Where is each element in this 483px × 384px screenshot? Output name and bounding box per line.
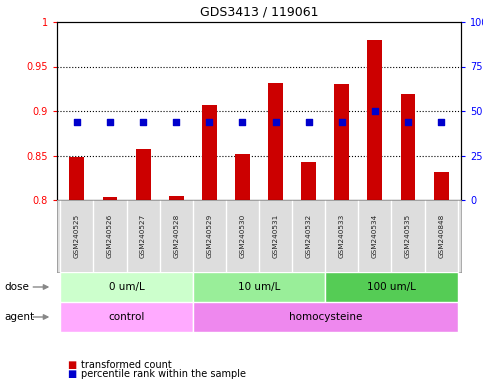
Point (106, 119, 114, 125)
Bar (235, 154, 250, 200)
Text: GSM240525: GSM240525 (74, 214, 80, 258)
Point (272, 119, 280, 125)
Text: GSM240526: GSM240526 (107, 214, 113, 258)
Bar (102, 197, 117, 200)
Point (305, 119, 313, 125)
Bar (325, 272, 458, 302)
Text: 10 um/L: 10 um/L (238, 282, 280, 292)
Text: GSM240531: GSM240531 (272, 214, 279, 258)
Text: dose: dose (5, 282, 30, 292)
Text: GSM240527: GSM240527 (140, 214, 146, 258)
Text: GSM240532: GSM240532 (306, 214, 312, 258)
Bar (400, 94, 415, 200)
Text: GSM240529: GSM240529 (206, 214, 213, 258)
Point (338, 119, 346, 125)
Point (205, 119, 213, 125)
Bar (70, 157, 85, 200)
Bar (301, 162, 316, 200)
Text: control: control (108, 312, 145, 322)
Text: transformed count: transformed count (81, 359, 172, 369)
Bar (60, 272, 193, 302)
Text: homocysteine: homocysteine (288, 312, 362, 322)
Text: 100 um/L: 100 um/L (367, 282, 416, 292)
Text: GSM240528: GSM240528 (173, 214, 179, 258)
Bar (193, 272, 325, 302)
Point (73, 119, 81, 125)
Bar (334, 84, 349, 200)
Point (139, 119, 147, 125)
Point (437, 119, 445, 125)
Bar (368, 40, 383, 200)
Text: GSM240848: GSM240848 (438, 214, 444, 258)
Bar (193, 302, 458, 332)
Point (239, 119, 246, 125)
Point (371, 108, 379, 114)
Bar (169, 197, 184, 200)
Bar (434, 172, 449, 200)
Text: agent: agent (5, 312, 35, 322)
Bar (60, 302, 193, 332)
Text: GSM240535: GSM240535 (405, 214, 411, 258)
Text: GDS3413 / 119061: GDS3413 / 119061 (200, 5, 318, 18)
Point (404, 119, 412, 125)
Text: ■: ■ (67, 369, 76, 379)
Bar (202, 105, 217, 200)
Text: ■: ■ (67, 359, 76, 369)
Point (172, 119, 180, 125)
Text: 0 um/L: 0 um/L (109, 282, 144, 292)
Bar (268, 83, 283, 200)
Text: percentile rank within the sample: percentile rank within the sample (81, 369, 246, 379)
Text: GSM240533: GSM240533 (339, 214, 345, 258)
Bar (136, 149, 151, 200)
Text: GSM240534: GSM240534 (372, 214, 378, 258)
Text: GSM240530: GSM240530 (240, 214, 245, 258)
